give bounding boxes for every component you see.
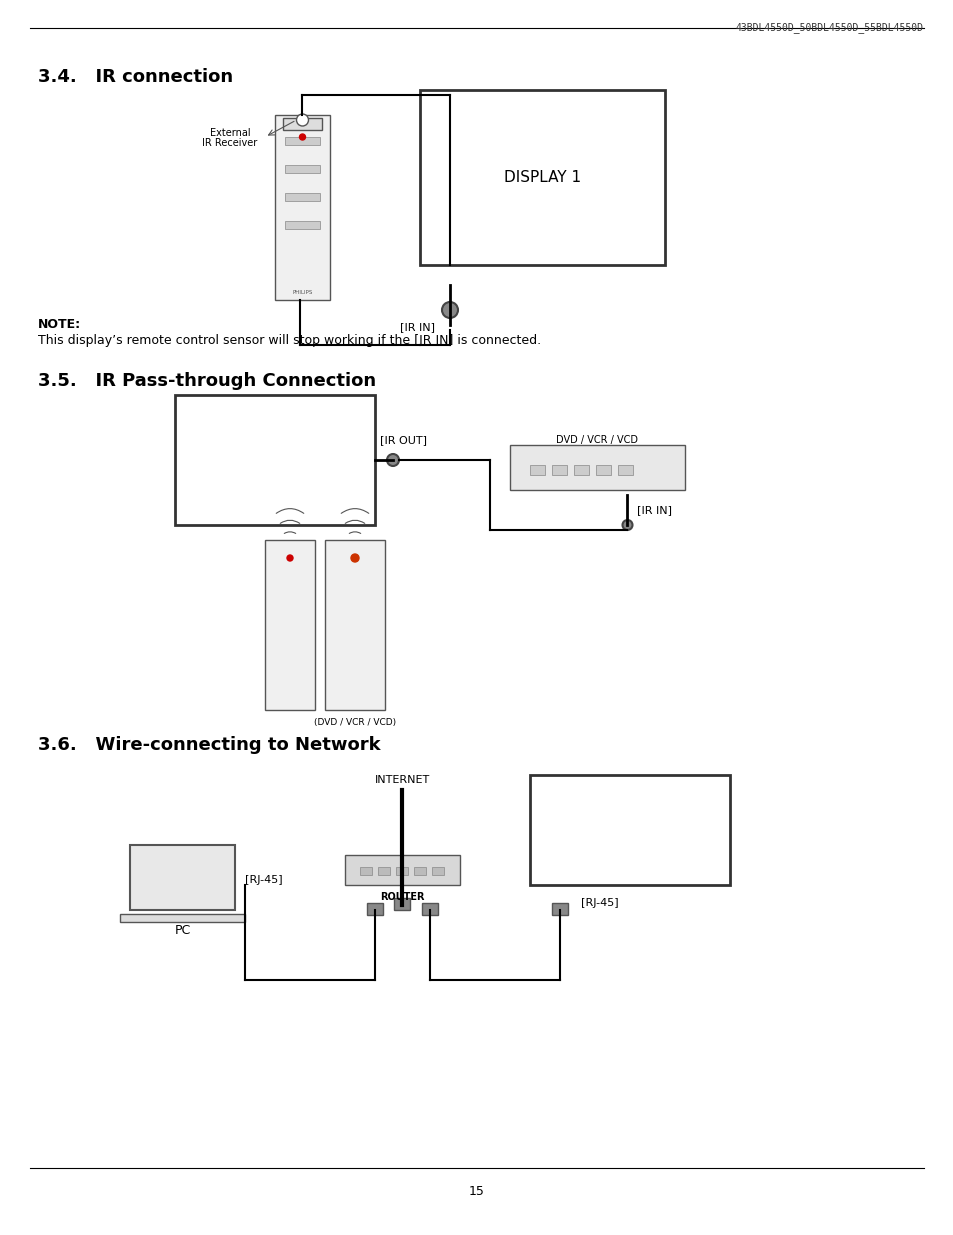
Text: [RJ-45]: [RJ-45] [580, 898, 618, 908]
Bar [419, 90, 664, 266]
Text: NOTE:: NOTE: [38, 317, 81, 331]
Text: 43BDL4550D_50BDL4550D_55BDL4550D: 43BDL4550D_50BDL4550D_55BDL4550D [735, 22, 923, 33]
Bar [174, 395, 375, 525]
Bar [265, 540, 314, 710]
Text: DVD / VCR / VCD: DVD / VCR / VCD [556, 435, 638, 445]
Circle shape [441, 303, 457, 317]
Bar [285, 221, 319, 228]
Bar [130, 845, 234, 910]
Circle shape [622, 520, 632, 530]
Text: INTERNET: INTERNET [375, 776, 430, 785]
Text: IR Receiver: IR Receiver [202, 138, 257, 148]
Bar [574, 466, 588, 475]
Circle shape [387, 454, 398, 466]
Bar [283, 119, 322, 130]
Bar [345, 855, 459, 885]
Text: (DVD / VCR / VCD): (DVD / VCR / VCD) [314, 718, 395, 726]
Bar [530, 776, 729, 885]
Text: [IR IN]: [IR IN] [399, 322, 435, 332]
Text: PC: PC [174, 924, 191, 936]
Circle shape [351, 555, 358, 562]
Bar [285, 165, 319, 173]
Bar [530, 466, 544, 475]
Bar [285, 193, 319, 201]
Bar [552, 466, 566, 475]
Circle shape [296, 114, 308, 126]
Bar [285, 137, 319, 144]
Text: 3.5.   IR Pass-through Connection: 3.5. IR Pass-through Connection [38, 372, 375, 390]
Bar [421, 903, 437, 915]
Text: 3.4.   IR connection: 3.4. IR connection [38, 68, 233, 86]
Bar [618, 466, 633, 475]
Text: PHILIPS: PHILIPS [292, 289, 313, 294]
Text: 15: 15 [469, 1186, 484, 1198]
Bar [325, 540, 385, 710]
Bar [414, 867, 426, 876]
Text: External: External [210, 128, 250, 138]
Bar [552, 903, 567, 915]
Bar [395, 898, 410, 910]
Text: [RJ-45]: [RJ-45] [245, 876, 282, 885]
Bar [510, 445, 684, 490]
Text: This display’s remote control sensor will stop working if the [IR IN] is connect: This display’s remote control sensor wil… [38, 333, 540, 347]
Bar [359, 867, 372, 876]
Bar [274, 115, 330, 300]
Bar [120, 914, 245, 923]
Bar [367, 903, 382, 915]
Bar [432, 867, 443, 876]
Text: [IR IN]: [IR IN] [637, 505, 672, 515]
Bar [377, 867, 390, 876]
Bar [395, 867, 408, 876]
Text: 3.6.   Wire-connecting to Network: 3.6. Wire-connecting to Network [38, 736, 380, 755]
Circle shape [287, 555, 293, 561]
Text: ROUTER: ROUTER [380, 892, 424, 902]
Circle shape [299, 135, 305, 140]
Text: DISPLAY 1: DISPLAY 1 [503, 170, 580, 185]
Text: [IR OUT]: [IR OUT] [379, 435, 427, 445]
Bar [596, 466, 610, 475]
